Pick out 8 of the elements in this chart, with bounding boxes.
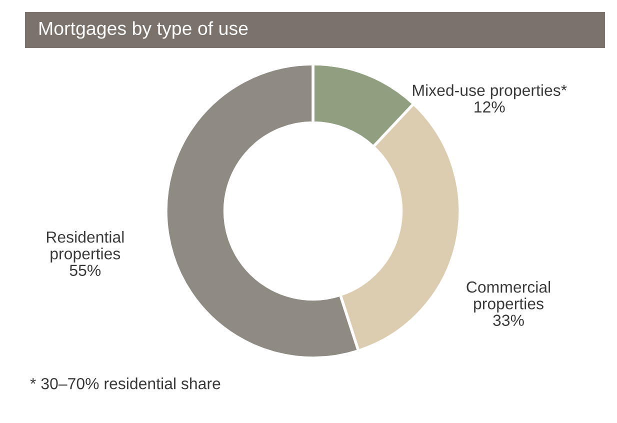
slice-label: Residential properties [46, 231, 124, 263]
chart-title: Mortgages by type of use [40, 21, 248, 39]
slice-label: Commercial properties [466, 281, 550, 313]
data-label: 55% [70, 264, 101, 276]
slice-label: Mixed-use properties* [413, 84, 567, 100]
data-label: 12% [474, 101, 505, 113]
text: * 30–70% residential share [30, 378, 220, 390]
data-label: 33% [493, 314, 524, 326]
